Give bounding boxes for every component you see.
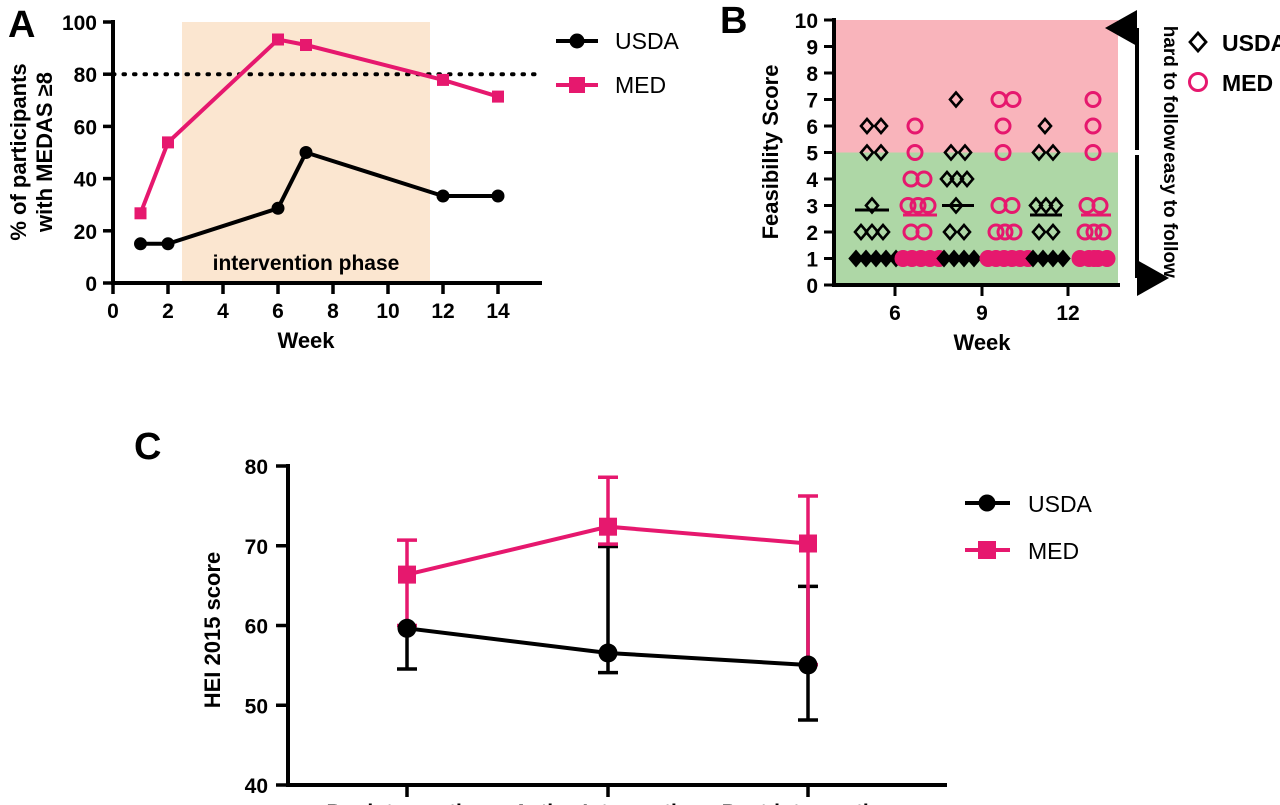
panel-c-usda-points (397, 618, 818, 675)
panel-a-legend-med-marker (569, 77, 585, 93)
panel-b-ytick-4: 4 (806, 169, 818, 192)
panel-c-xtick-post: Post-intervention (722, 801, 895, 805)
panel-a-plot: 0 20 40 60 80 100 0 2 4 6 (6, 12, 680, 353)
panel-b-ytick-6: 6 (806, 116, 818, 139)
panel-b-plot: 0 1 2 3 4 5 6 7 8 9 10 6 9 12 (758, 10, 1280, 355)
panel-a-letter: A (8, 4, 36, 46)
hard-to-follow-label: hard to follow (1159, 26, 1180, 151)
easy-to-follow-label: easy to follow (1159, 152, 1180, 278)
panel-a-med-points (134, 33, 504, 220)
panel-b-y-ticks: 0 1 2 3 4 5 6 7 8 9 10 (795, 10, 834, 298)
panel-a-x-ticks: 0 2 4 6 8 10 12 14 (107, 283, 510, 323)
panel-c-letter: C (134, 426, 162, 468)
panel-c-xtick-pre: Pre-intervention (326, 801, 487, 805)
panel-c-x-ticks: Pre-intervention Active Intervention Pos… (326, 785, 894, 805)
panel-a-ytick-100: 100 (62, 12, 97, 35)
panel-b-y-axis-title: Feasibility Score (758, 65, 783, 240)
panel-a-ytick-20: 20 (74, 221, 97, 244)
panel-c-ytick-50: 50 (245, 695, 268, 718)
panel-b-ytick-7: 7 (806, 90, 818, 113)
panel-c-plot: 40 50 60 70 80 Pre-intervention Active I… (200, 456, 1093, 805)
panel-b-ytick-1: 1 (806, 249, 818, 272)
panel-a-y-ticks: 0 20 40 60 80 100 (62, 12, 113, 296)
panel-c-xtick-active: Active Intervention (513, 801, 702, 805)
panel-c-med-points (398, 517, 817, 584)
panel-c-legend-usda-marker (978, 494, 996, 512)
panel-b-xtick-6: 6 (889, 302, 901, 325)
panel-a-xtick-6: 6 (272, 300, 284, 323)
panel-a-ytick-60: 60 (74, 116, 97, 139)
panel-a-med-line (138, 37, 499, 215)
panel-b-ytick-3: 3 (806, 196, 818, 219)
panel-b-ytick-8: 8 (806, 63, 818, 86)
panel-a-y-axis-title-line2: with MEDAS ≥8 (32, 72, 57, 233)
panel-b-legend-med-label: MED (1222, 70, 1273, 96)
panel-a-y-axis-title-line1: % of participants (6, 63, 31, 240)
panel-b-ytick-5: 5 (806, 143, 818, 166)
panel-a-xtick-0: 0 (107, 300, 119, 323)
panel-a-xtick-2: 2 (162, 300, 174, 323)
panel-b-ytick-0: 0 (806, 275, 818, 298)
panel-b-legend-med-marker (1188, 72, 1208, 92)
panel-a-ytick-80: 80 (74, 64, 97, 87)
intervention-phase-label: intervention phase (213, 252, 400, 275)
panel-a-xtick-10: 10 (376, 300, 399, 323)
panel-b-letter: B (720, 0, 748, 42)
panel-c-y-ticks: 40 50 60 70 80 (245, 456, 288, 798)
panel-a-legend-usda-marker (569, 33, 585, 49)
panel-c-ytick-80: 80 (245, 456, 268, 479)
panel-b-legend: USDA MED (1188, 30, 1280, 96)
panel-c: C 40 50 60 70 80 (120, 415, 1120, 805)
panel-c-legend-med-label: MED (1028, 538, 1079, 564)
panel-b-week12-usda-points (1025, 117, 1071, 268)
panel-a-ytick-40: 40 (74, 169, 97, 192)
panel-a-legend: USDA MED (556, 28, 680, 98)
panel-b-legend-usda-marker (1188, 30, 1208, 54)
panel-a: A 0 20 40 60 80 100 (0, 0, 700, 360)
panel-c-ytick-70: 70 (245, 536, 268, 559)
panel-a-xtick-14: 14 (486, 300, 510, 323)
hard-to-follow-zone (834, 20, 1118, 153)
panel-b-ytick-2: 2 (806, 222, 818, 245)
panel-a-xtick-12: 12 (431, 300, 454, 323)
panel-a-x-axis-title: Week (277, 328, 335, 353)
panel-c-legend: USDA MED (965, 491, 1093, 564)
panel-b-week12-med-points (1071, 91, 1116, 267)
panel-a-ytick-0: 0 (85, 273, 97, 296)
panel-c-ytick-60: 60 (245, 616, 268, 639)
panel-b-ytick-9: 9 (806, 37, 818, 60)
panel-b: B 0 1 2 (700, 0, 1280, 370)
panel-b-week6-med-points (894, 117, 948, 267)
panel-c-ytick-40: 40 (245, 775, 268, 798)
panel-b-xtick-12: 12 (1056, 302, 1079, 325)
panel-c-y-axis-title: HEI 2015 score (200, 552, 225, 709)
panel-a-xtick-8: 8 (327, 300, 339, 323)
panel-b-x-ticks: 6 9 12 (889, 285, 1080, 325)
panel-a-xtick-4: 4 (217, 300, 229, 323)
panel-c-legend-usda-label: USDA (1028, 491, 1093, 517)
panel-b-legend-usda-label: USDA (1222, 30, 1280, 56)
panel-a-legend-usda-label: USDA (615, 28, 680, 54)
panel-a-legend-med-label: MED (615, 72, 666, 98)
panel-a-usda-points (134, 146, 505, 251)
panel-b-xtick-9: 9 (976, 302, 988, 325)
panel-b-x-axis-title: Week (953, 330, 1011, 355)
panel-b-ytick-10: 10 (795, 10, 818, 33)
panel-c-legend-med-marker (978, 541, 996, 559)
